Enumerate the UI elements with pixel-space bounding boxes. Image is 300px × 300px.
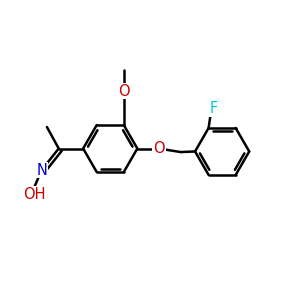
Text: O: O [153,141,165,156]
Text: O: O [118,84,130,99]
Text: OH: OH [24,187,46,202]
Text: N: N [36,163,47,178]
Text: F: F [210,101,218,116]
